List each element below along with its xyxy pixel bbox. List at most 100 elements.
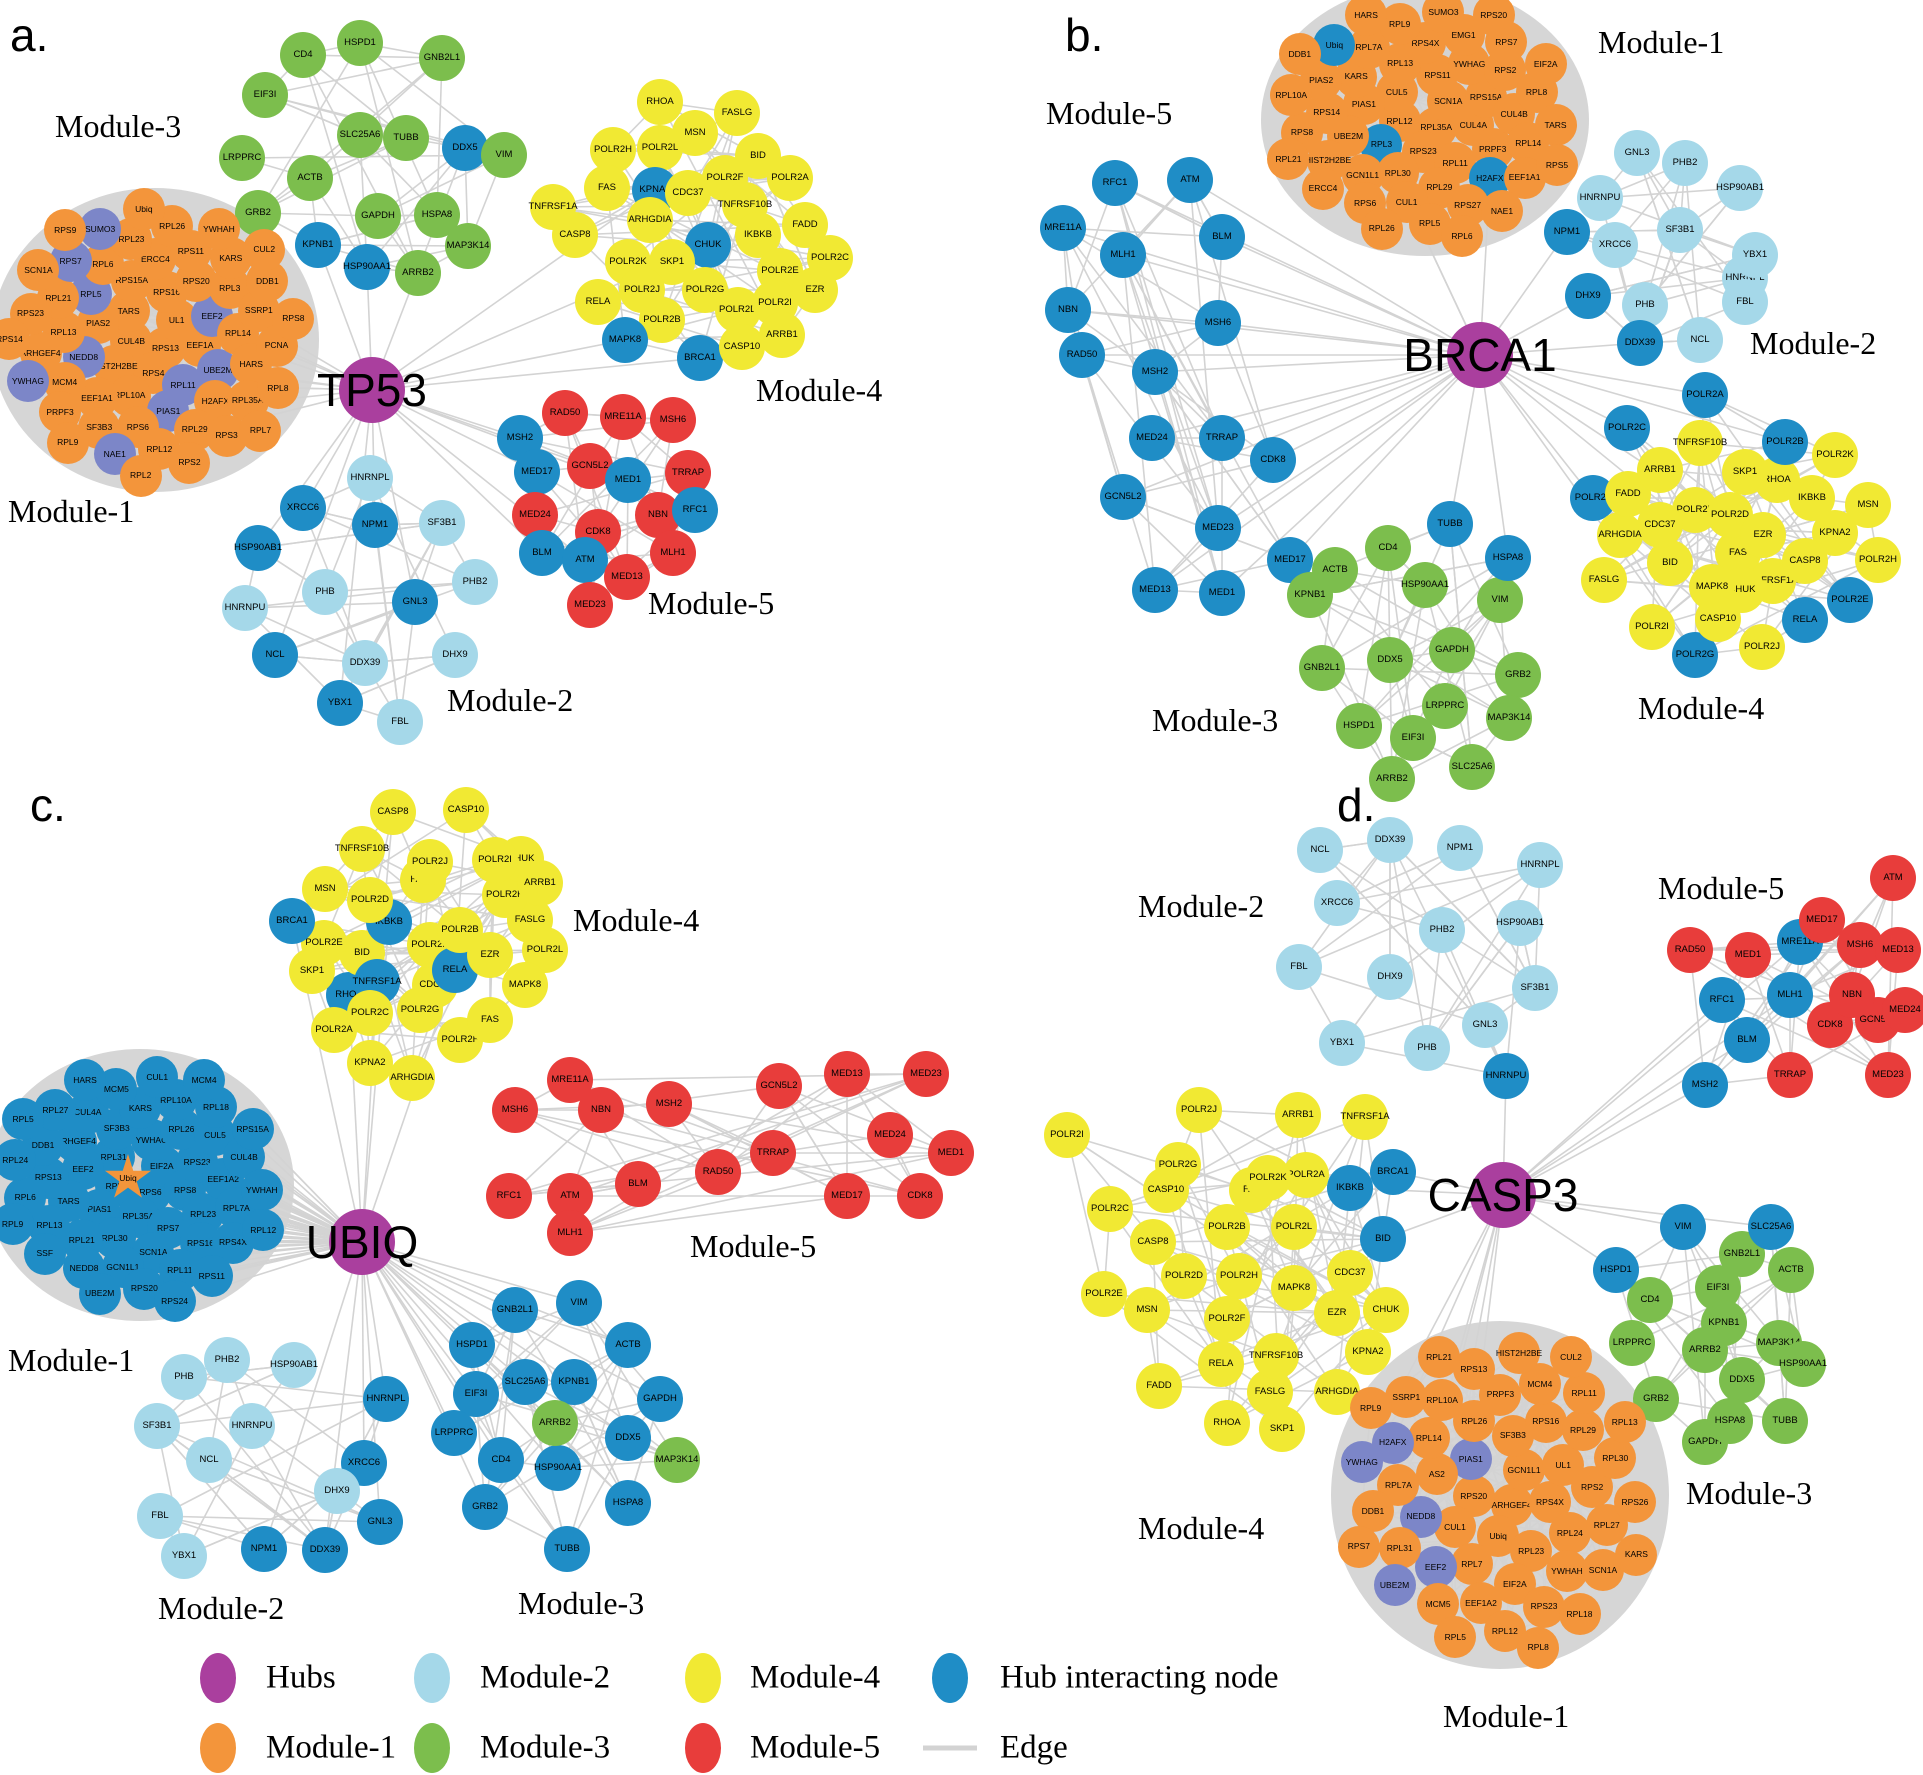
network-node: MSH2: [646, 1081, 692, 1127]
network-node: FBL: [1722, 279, 1768, 325]
module-label: Module-3: [1152, 702, 1279, 738]
network-node: NCL: [186, 1437, 232, 1483]
network-node: POLR2E: [1827, 577, 1873, 623]
network-node: DDX5: [605, 1415, 651, 1461]
network-node: MRE11A: [1040, 205, 1086, 251]
network-node: POLR2G: [682, 267, 728, 313]
edge: [1154, 354, 1481, 591]
network-node: POLR2C: [1604, 405, 1650, 451]
network-node: POLR2L: [637, 125, 683, 171]
network-node: ARRB1: [517, 860, 563, 906]
network-node: HNRNPU: [229, 1403, 275, 1449]
legend-label: Module-1: [266, 1729, 397, 1766]
edge: [1319, 849, 1486, 1026]
network-node: SKP1: [1722, 449, 1768, 495]
edge: [274, 389, 373, 656]
network-node: MSN: [1124, 1287, 1170, 1333]
edge: [361, 1241, 365, 1464]
network-node: RPS5: [1536, 144, 1578, 187]
edge: [1275, 1116, 1366, 1357]
edge: [1217, 322, 1274, 461]
module-label: Module-4: [756, 372, 883, 408]
network-node: MSH2: [1682, 1062, 1728, 1108]
network-node: MED24: [1882, 987, 1923, 1033]
network-node: RPL10A: [1421, 1379, 1464, 1422]
network-node: GCN5L2: [756, 1063, 802, 1109]
network-node: SKP1: [1259, 1406, 1305, 1452]
network-node: PHB2: [1419, 907, 1465, 953]
network-node: MED24: [512, 492, 558, 538]
network-node: PHB2: [1662, 140, 1708, 186]
network-node: SCN1A: [17, 249, 60, 292]
edge: [566, 1344, 629, 1550]
network-node: XRCC6: [1314, 880, 1360, 926]
edge: [1321, 557, 1509, 669]
network-node: POLR2A: [1682, 372, 1728, 418]
network-node: POLR2J: [1176, 1087, 1222, 1133]
network-node: POLR2G: [397, 987, 443, 1033]
network-node: SCN1A: [1581, 1549, 1624, 1592]
edge: [361, 1241, 580, 1304]
network-node: POLR2K: [1812, 432, 1858, 478]
edge: [1221, 354, 1481, 594]
module-label: Module-1: [1598, 24, 1725, 60]
network-node: HNRNPL: [363, 1376, 409, 1422]
network-node: ACTB: [1312, 547, 1358, 593]
network-node: ARRB1: [1637, 447, 1683, 493]
edge: [1122, 354, 1481, 498]
network-node: MED1: [928, 1130, 974, 1176]
network-node: PHB: [161, 1354, 207, 1400]
network-node: IKBKB: [1789, 475, 1835, 521]
network-node: RPS9: [44, 209, 87, 252]
edge: [1358, 599, 1501, 727]
network-node: RPL6: [1441, 215, 1484, 258]
edge: [1122, 254, 1219, 529]
network-node: RPS8: [272, 297, 315, 340]
network-node: RELA: [1782, 597, 1828, 643]
network-node: DDB1: [1278, 32, 1321, 75]
network-node: HSPD1: [337, 20, 383, 66]
network-node: HARS: [64, 1059, 106, 1102]
panel-letter-c: c.: [30, 779, 66, 831]
network-node: DHX9: [432, 632, 478, 678]
network-node: GNB2L1: [419, 35, 465, 81]
network-node: MAP3K14: [445, 223, 491, 269]
module-label: Module-2: [158, 1590, 285, 1626]
network-node: CDK8: [897, 1173, 943, 1219]
edge: [569, 1152, 774, 1234]
network-node: ARRB2: [1369, 756, 1415, 802]
hub-node: [1447, 322, 1513, 388]
network-node: SF3B1: [134, 1403, 180, 1449]
network-node: MED13: [1875, 927, 1921, 973]
network-node: HSP90AB1: [1716, 165, 1764, 211]
network-node: BRCA1: [677, 335, 723, 381]
network-node: ARRB2: [1682, 1327, 1728, 1373]
edge: [514, 1109, 719, 1173]
network-node: RPL13: [1603, 1400, 1646, 1443]
edge: [1887, 877, 1894, 1076]
network-node: MSH6: [650, 397, 696, 443]
network-node: ATM: [1870, 855, 1916, 901]
network-node: ERCC4: [1301, 167, 1344, 210]
network-node: TNFRSF10B: [1249, 1333, 1303, 1379]
network-node: EIF3I: [453, 1371, 499, 1417]
network-node: CHUK: [1363, 1287, 1409, 1333]
network-node: SSRP1: [1385, 1375, 1428, 1418]
network-node: DHX9: [314, 1468, 360, 1514]
edge: [649, 219, 806, 226]
module-label: Module-2: [447, 682, 574, 718]
edge: [159, 1515, 326, 1551]
network-node: IKBKB: [1327, 1165, 1373, 1211]
edge: [524, 1381, 678, 1461]
network-node: POLR2I: [1044, 1112, 1090, 1158]
edge: [1305, 1174, 1387, 1311]
network-node: POLR2D: [1161, 1253, 1207, 1299]
network-node: FASLG: [714, 90, 760, 136]
hub-label: BRCA1: [1403, 329, 1557, 381]
network-node: TRRAP: [750, 1130, 796, 1176]
network-node: HNRNPU: [222, 585, 268, 631]
network-node: BID: [1360, 1216, 1406, 1262]
network-node: MSH6: [1195, 300, 1241, 346]
edge: [1502, 1194, 1772, 1228]
edge: [156, 1425, 265, 1550]
